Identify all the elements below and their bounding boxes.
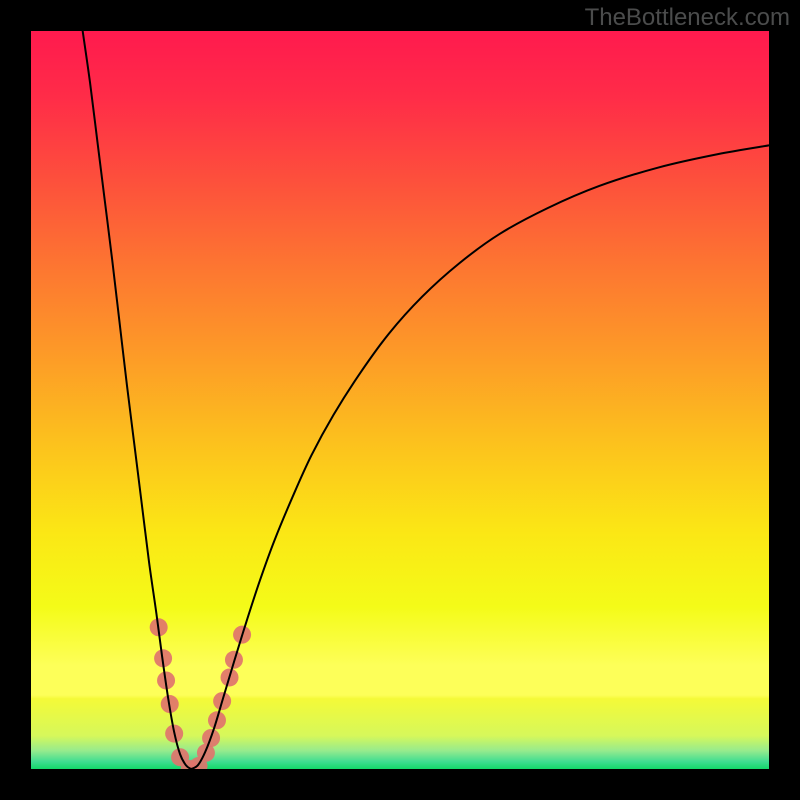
plot-background	[31, 31, 769, 769]
bottleneck-chart-stage: TheBottleneck.com	[0, 0, 800, 800]
chart-svg	[0, 0, 800, 800]
watermark-text: TheBottleneck.com	[585, 4, 790, 32]
